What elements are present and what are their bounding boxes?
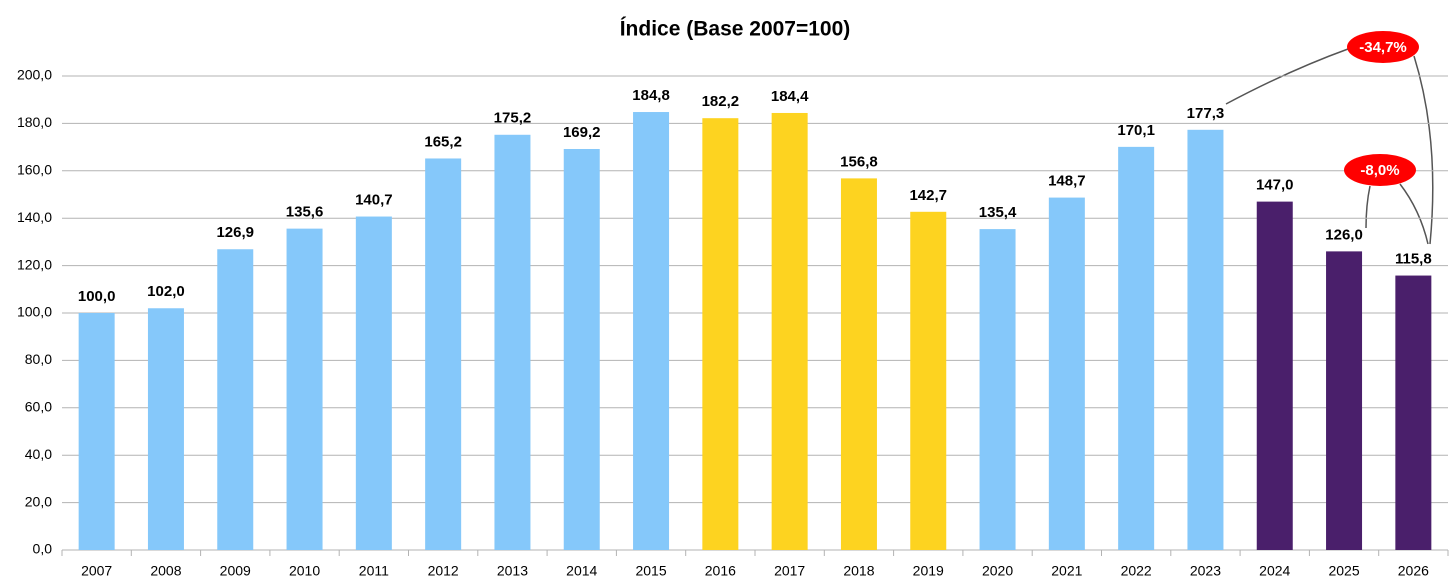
bar [910, 211, 947, 550]
bar [979, 229, 1016, 551]
value-label: 184,8 [632, 87, 670, 104]
x-tick-label: 2025 [1328, 563, 1359, 579]
bar [1187, 129, 1224, 550]
bar [1256, 201, 1293, 551]
value-label: 140,7 [355, 192, 393, 209]
value-label: 135,6 [286, 204, 324, 221]
chart-title: Índice (Base 2007=100) [620, 18, 851, 41]
connector [1225, 48, 1349, 105]
value-label: 102,0 [147, 283, 185, 300]
value-label: 169,2 [563, 124, 601, 141]
y-tick-label: 0,0 [33, 541, 53, 557]
bar [702, 118, 739, 550]
value-label: 165,2 [424, 133, 462, 150]
bar [771, 112, 808, 551]
bar [563, 148, 600, 550]
x-tick-label: 2009 [220, 563, 251, 579]
x-tick-label: 2023 [1190, 563, 1221, 579]
value-label: 126,9 [216, 224, 254, 241]
bar [633, 112, 670, 551]
y-tick-label: 200,0 [17, 67, 52, 83]
annotation-bubble [1347, 31, 1419, 63]
value-label: 115,8 [1395, 251, 1432, 268]
x-tick-label: 2010 [289, 563, 320, 579]
bar [286, 228, 323, 551]
value-label: 184,4 [771, 88, 809, 105]
bar [1048, 197, 1085, 550]
x-tick-label: 2012 [428, 563, 459, 579]
annotation: -8,0% [1360, 162, 1399, 179]
bar [1326, 251, 1363, 550]
x-tick-label: 2024 [1259, 563, 1290, 579]
x-tick-label: 2018 [843, 563, 874, 579]
value-label: 100,0 [78, 288, 116, 305]
connector [1413, 55, 1434, 245]
y-tick-label: 180,0 [17, 114, 52, 130]
y-tick-label: 60,0 [25, 399, 52, 415]
bar [425, 158, 462, 550]
y-tick-label: 20,0 [25, 493, 52, 509]
value-label: 177,3 [1187, 105, 1225, 122]
x-tick-label: 2007 [81, 563, 112, 579]
x-tick-label: 2016 [705, 563, 736, 579]
x-tick-label: 2014 [566, 563, 597, 579]
x-tick-label: 2017 [774, 563, 805, 579]
x-tick-label: 2013 [497, 563, 528, 579]
bar [494, 134, 531, 550]
x-tick-label: 2015 [635, 563, 666, 579]
value-label: 175,2 [494, 110, 532, 127]
value-label: 135,4 [979, 204, 1017, 221]
value-label: 126,0 [1325, 226, 1363, 243]
value-label: 156,8 [840, 153, 878, 170]
y-tick-label: 120,0 [17, 256, 52, 272]
x-tick-label: 2022 [1121, 563, 1152, 579]
connector [1399, 183, 1429, 245]
annotation-bubble [1344, 154, 1416, 186]
bar [1395, 275, 1432, 550]
x-tick-label: 2020 [982, 563, 1013, 579]
x-tick-label: 2019 [913, 563, 944, 579]
value-label: 170,1 [1117, 122, 1155, 139]
y-tick-label: 40,0 [25, 446, 52, 462]
bar [217, 249, 254, 550]
annotation: -34,7% [1359, 39, 1407, 56]
connector [1365, 185, 1371, 229]
value-label: 148,7 [1048, 173, 1086, 190]
y-tick-label: 160,0 [17, 162, 52, 178]
x-tick-label: 2011 [359, 563, 389, 579]
y-tick-label: 80,0 [25, 351, 52, 367]
bar [1118, 146, 1155, 550]
x-tick-label: 2021 [1051, 563, 1082, 579]
value-label: 142,7 [909, 187, 947, 204]
x-tick-label: 2026 [1398, 563, 1429, 579]
bar [355, 216, 392, 550]
bar [840, 178, 877, 550]
bar [78, 313, 115, 550]
y-tick-label: 100,0 [17, 304, 52, 320]
value-label: 147,0 [1256, 177, 1294, 194]
value-label: 182,2 [702, 93, 740, 110]
bar [147, 308, 184, 550]
y-tick-label: 140,0 [17, 209, 52, 225]
x-tick-label: 2008 [150, 563, 181, 579]
